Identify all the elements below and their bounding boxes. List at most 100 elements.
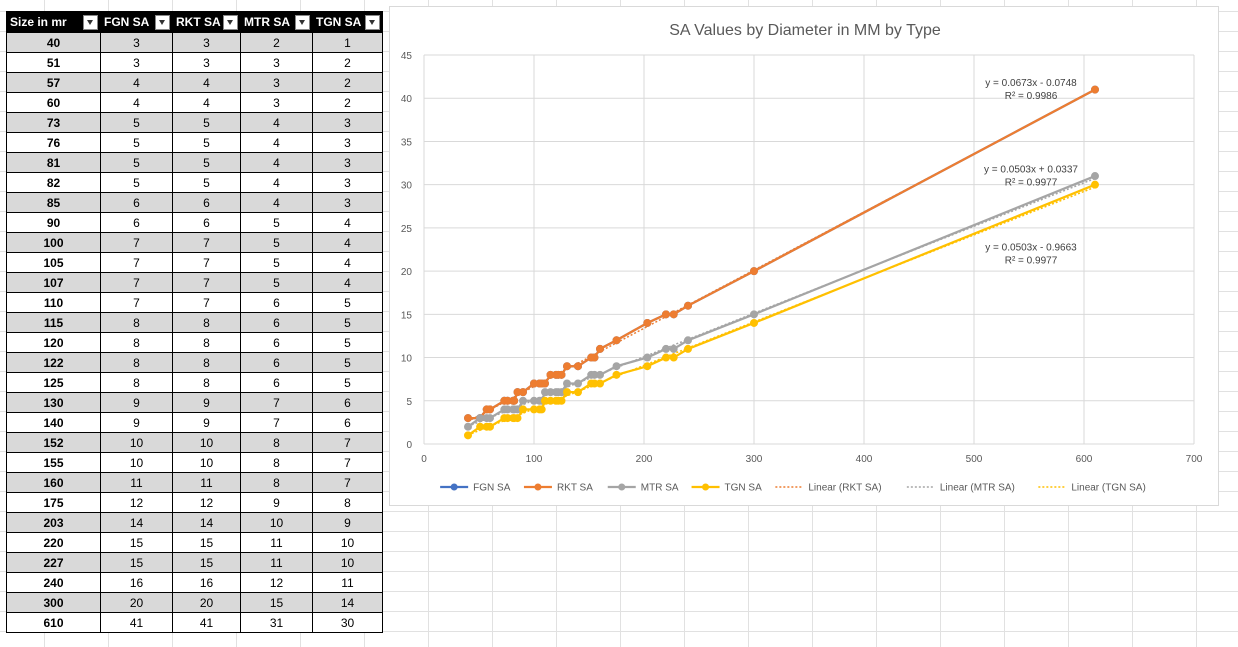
value-cell[interactable]: 5 <box>100 112 173 133</box>
value-cell[interactable]: 5 <box>172 172 241 193</box>
value-cell[interactable]: 6 <box>312 412 383 433</box>
value-cell[interactable]: 10 <box>240 512 313 533</box>
value-cell[interactable]: 7 <box>312 452 383 473</box>
value-cell[interactable]: 7 <box>172 272 241 293</box>
value-cell[interactable]: 15 <box>240 592 313 613</box>
value-cell[interactable]: 4 <box>240 132 313 153</box>
value-cell[interactable]: 6 <box>240 332 313 353</box>
size-cell[interactable]: 115 <box>6 312 101 333</box>
size-cell[interactable]: 175 <box>6 492 101 513</box>
value-cell[interactable]: 8 <box>240 432 313 453</box>
size-cell[interactable]: 85 <box>6 192 101 213</box>
filter-dropdown-icon[interactable] <box>365 14 380 30</box>
value-cell[interactable]: 4 <box>312 232 383 253</box>
size-cell[interactable]: 155 <box>6 452 101 473</box>
value-cell[interactable]: 41 <box>100 612 173 633</box>
value-cell[interactable]: 4 <box>240 192 313 213</box>
value-cell[interactable]: 4 <box>100 72 173 93</box>
size-cell[interactable]: 100 <box>6 232 101 253</box>
value-cell[interactable]: 6 <box>172 212 241 233</box>
size-cell[interactable]: 60 <box>6 92 101 113</box>
size-cell[interactable]: 105 <box>6 252 101 273</box>
value-cell[interactable]: 7 <box>312 432 383 453</box>
value-cell[interactable]: 8 <box>312 492 383 513</box>
value-cell[interactable]: 11 <box>240 552 313 573</box>
value-cell[interactable]: 2 <box>312 52 383 73</box>
column-header-mtr[interactable]: MTR SA <box>240 11 313 33</box>
value-cell[interactable]: 8 <box>172 312 241 333</box>
value-cell[interactable]: 4 <box>312 272 383 293</box>
value-cell[interactable]: 5 <box>312 372 383 393</box>
value-cell[interactable]: 14 <box>312 592 383 613</box>
value-cell[interactable]: 6 <box>100 192 173 213</box>
value-cell[interactable]: 10 <box>172 452 241 473</box>
value-cell[interactable]: 16 <box>172 572 241 593</box>
value-cell[interactable]: 7 <box>312 472 383 493</box>
size-cell[interactable]: 227 <box>6 552 101 573</box>
value-cell[interactable]: 8 <box>172 332 241 353</box>
value-cell[interactable]: 8 <box>240 472 313 493</box>
value-cell[interactable]: 4 <box>312 252 383 273</box>
value-cell[interactable]: 5 <box>240 232 313 253</box>
value-cell[interactable]: 9 <box>100 392 173 413</box>
value-cell[interactable]: 9 <box>240 492 313 513</box>
value-cell[interactable]: 20 <box>172 592 241 613</box>
value-cell[interactable]: 7 <box>172 292 241 313</box>
value-cell[interactable]: 5 <box>312 352 383 373</box>
filter-dropdown-icon[interactable] <box>83 14 98 30</box>
value-cell[interactable]: 3 <box>100 32 173 53</box>
size-cell[interactable]: 110 <box>6 292 101 313</box>
value-cell[interactable]: 6 <box>100 212 173 233</box>
filter-dropdown-icon[interactable] <box>223 14 238 30</box>
size-cell[interactable]: 160 <box>6 472 101 493</box>
filter-dropdown-icon[interactable] <box>155 14 170 30</box>
value-cell[interactable]: 4 <box>100 92 173 113</box>
value-cell[interactable]: 6 <box>240 372 313 393</box>
value-cell[interactable]: 2 <box>240 32 313 53</box>
value-cell[interactable]: 5 <box>240 272 313 293</box>
value-cell[interactable]: 7 <box>100 292 173 313</box>
value-cell[interactable]: 7 <box>100 272 173 293</box>
value-cell[interactable]: 4 <box>240 152 313 173</box>
value-cell[interactable]: 6 <box>240 292 313 313</box>
value-cell[interactable]: 2 <box>312 92 383 113</box>
value-cell[interactable]: 8 <box>100 312 173 333</box>
value-cell[interactable]: 5 <box>312 332 383 353</box>
value-cell[interactable]: 10 <box>312 552 383 573</box>
value-cell[interactable]: 4 <box>172 72 241 93</box>
value-cell[interactable]: 11 <box>100 472 173 493</box>
value-cell[interactable]: 7 <box>172 252 241 273</box>
value-cell[interactable]: 5 <box>100 172 173 193</box>
size-cell[interactable]: 122 <box>6 352 101 373</box>
value-cell[interactable]: 3 <box>240 72 313 93</box>
column-header-rkt[interactable]: RKT SA <box>172 11 241 33</box>
size-cell[interactable]: 120 <box>6 332 101 353</box>
value-cell[interactable]: 8 <box>172 372 241 393</box>
value-cell[interactable]: 3 <box>312 172 383 193</box>
value-cell[interactable]: 8 <box>100 352 173 373</box>
value-cell[interactable]: 10 <box>100 432 173 453</box>
value-cell[interactable]: 15 <box>172 532 241 553</box>
value-cell[interactable]: 5 <box>312 292 383 313</box>
value-cell[interactable]: 7 <box>240 412 313 433</box>
value-cell[interactable]: 31 <box>240 612 313 633</box>
column-header-tgn[interactable]: TGN SA <box>312 11 383 33</box>
value-cell[interactable]: 5 <box>240 212 313 233</box>
value-cell[interactable]: 5 <box>172 112 241 133</box>
value-cell[interactable]: 4 <box>240 172 313 193</box>
value-cell[interactable]: 6 <box>172 192 241 213</box>
column-header-fgn[interactable]: FGN SA <box>100 11 173 33</box>
value-cell[interactable]: 15 <box>100 532 173 553</box>
value-cell[interactable]: 5 <box>240 252 313 273</box>
column-header-size[interactable]: Size in mr <box>6 11 101 33</box>
value-cell[interactable]: 30 <box>312 612 383 633</box>
value-cell[interactable]: 5 <box>100 152 173 173</box>
value-cell[interactable]: 12 <box>240 572 313 593</box>
value-cell[interactable]: 11 <box>312 572 383 593</box>
value-cell[interactable]: 2 <box>312 72 383 93</box>
value-cell[interactable]: 10 <box>100 452 173 473</box>
value-cell[interactable]: 16 <box>100 572 173 593</box>
value-cell[interactable]: 6 <box>240 352 313 373</box>
value-cell[interactable]: 7 <box>100 252 173 273</box>
value-cell[interactable]: 5 <box>172 132 241 153</box>
